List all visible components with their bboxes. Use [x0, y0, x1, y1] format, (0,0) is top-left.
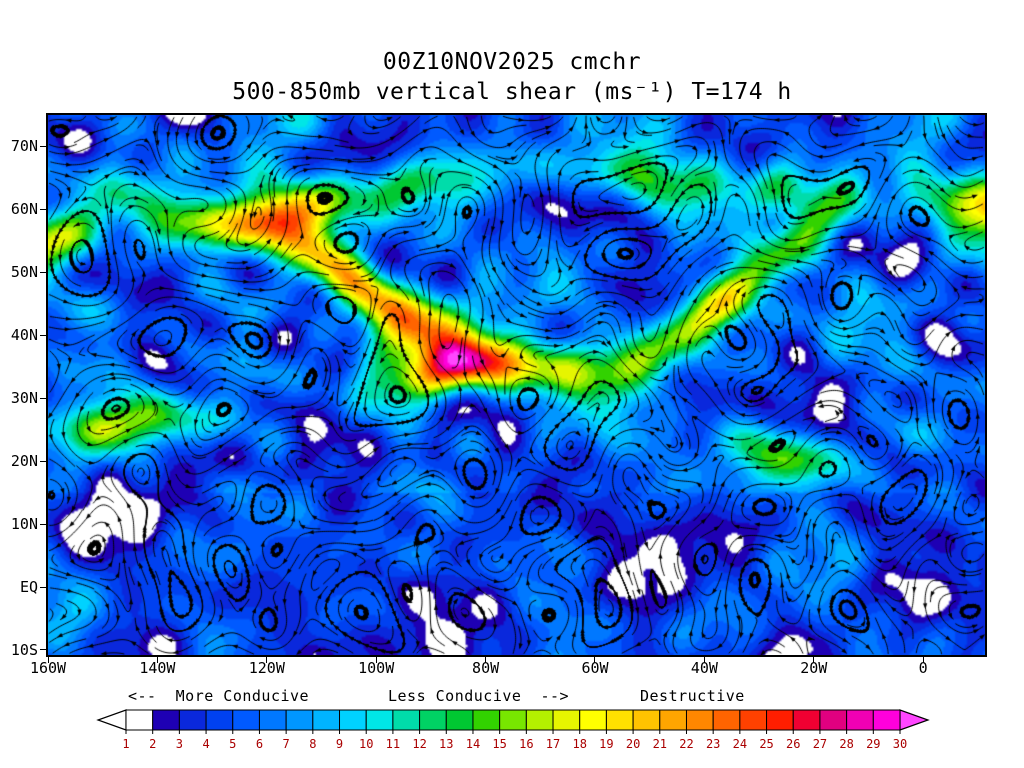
- chart-title: 00Z10NOV2025 cmchr: [382, 49, 642, 75]
- colorbar-left-arrow: [96, 709, 127, 731]
- longitude-tick-mark: [47, 657, 49, 663]
- colorbar-tick-label: 20: [626, 737, 640, 751]
- latitude-tick-label: EQ: [19, 578, 38, 597]
- colorbar-tick-label: 5: [229, 737, 236, 751]
- colorbar-segment: [285, 709, 314, 731]
- longitude-tick-mark: [266, 657, 268, 663]
- colorbar-tick-label: 11: [386, 737, 400, 751]
- colorbar-tick-label: 9: [336, 737, 343, 751]
- colorbar-tick-label: 30: [893, 737, 907, 751]
- longitude-tick-label: 20W: [800, 659, 828, 677]
- colorbar-tick-label: 4: [202, 737, 209, 751]
- latitude-tick-label: 40N: [10, 326, 38, 345]
- colorbar-segment: [846, 709, 874, 731]
- colorbar-segment: [232, 709, 260, 731]
- longitude-tick-mark: [922, 657, 924, 663]
- latitude-tick-label: 20N: [10, 452, 38, 471]
- colorbar-tick-label: 19: [599, 737, 613, 751]
- colorbar-segment: [205, 709, 234, 731]
- latitude-tick-label: 10S: [10, 640, 38, 659]
- colorbar-segment: [125, 709, 154, 731]
- longitude-tick-label: 160W: [29, 659, 67, 677]
- colorbar-tick-label: 10: [359, 737, 373, 751]
- colorbar-segment: [739, 709, 768, 731]
- longitude-tick-label: 80W: [472, 659, 500, 677]
- colorbar-segment: [552, 709, 581, 731]
- latitude-tick-label: 70N: [10, 137, 38, 156]
- colorbar-segment: [178, 709, 207, 731]
- longitude-tick-label: 40W: [690, 659, 718, 677]
- colorbar-segment: [499, 709, 527, 731]
- colorbar-segment: [792, 709, 821, 731]
- colorbar-segment: [472, 709, 501, 731]
- colorbar-tick-label: 21: [653, 737, 667, 751]
- colorbar-segment: [365, 709, 394, 731]
- colorbar-tick-label: 24: [733, 737, 747, 751]
- legend-less-conducive: Less Conducive -->: [388, 687, 570, 705]
- longitude-tick-label: 100W: [358, 659, 395, 677]
- colorbar-tick-label: 15: [492, 737, 506, 751]
- colorbar-tick-label: 6: [256, 737, 263, 751]
- colorbar-segment: [152, 709, 180, 731]
- longitude-tick-label: 0: [918, 659, 928, 677]
- colorbar-tick-label: 8: [309, 737, 316, 751]
- colorbar-segment: [766, 709, 794, 731]
- longitude-tick-mark: [375, 657, 377, 663]
- longitude-tick-mark: [813, 657, 815, 663]
- colorbar-tick-label: 28: [839, 737, 853, 751]
- colorbar-segment: [659, 709, 687, 731]
- colorbar-segment: [445, 709, 474, 731]
- colorbar-segment: [605, 709, 634, 731]
- colorbar-tick-label: 26: [786, 737, 800, 751]
- colorbar-segment: [258, 709, 287, 731]
- colorbar-tick-label: 23: [706, 737, 720, 751]
- colorbar-segment: [712, 709, 741, 731]
- latitude-tick-label: 50N: [10, 263, 38, 282]
- map-plot-frame: [46, 113, 987, 657]
- colorbar-tick-label: 16: [519, 737, 533, 751]
- colorbar-segment: [392, 709, 421, 731]
- colorbar-tick-label: 22: [679, 737, 693, 751]
- colorbar-tick-label: 13: [439, 737, 453, 751]
- colorbar-segment: [685, 709, 714, 731]
- colorbar-tick-label: 12: [412, 737, 426, 751]
- colorbar-segment: [579, 709, 607, 731]
- colorbar-segment: [312, 709, 341, 731]
- longitude-tick-label: 140W: [139, 659, 176, 677]
- latitude-tick-label: 60N: [10, 200, 38, 219]
- legend-more-conducive: <-- More Conducive: [128, 687, 310, 705]
- longitude-tick-label: 60W: [581, 659, 609, 677]
- colorbar: 1 2 3 4 5 6 7 8 9 10 11 12 13 14 15 16 17 18 19 20 21 22 23 24 2…: [96, 709, 930, 751]
- colorbar-segment: [872, 709, 901, 731]
- colorbar-tick-label: 3: [176, 737, 183, 751]
- colorbar-tick-label: 27: [813, 737, 827, 751]
- colorbar-segment: [419, 709, 447, 731]
- colorbar-tick-label: 1: [122, 737, 129, 751]
- colorbar-tick-label: 17: [546, 737, 560, 751]
- legend-destructive: Destructive: [640, 687, 745, 705]
- colorbar-segment: [339, 709, 367, 731]
- colorbar-tick-label: 2: [149, 737, 156, 751]
- colorbar-tick-label: 18: [572, 737, 586, 751]
- colorbar-tick-label: 29: [866, 737, 880, 751]
- colorbar-tick-label: 14: [466, 737, 480, 751]
- latitude-tick-label: 10N: [10, 515, 38, 534]
- latitude-tick-label: 30N: [10, 389, 38, 408]
- longitude-tick-label: 120W: [248, 659, 285, 677]
- longitude-tick-mark: [594, 657, 596, 663]
- colorbar-tick-label: 7: [283, 737, 290, 751]
- colorbar-segment: [819, 709, 848, 731]
- longitude-tick-mark: [485, 657, 487, 663]
- colorbar-tick-label: 25: [759, 737, 773, 751]
- chart-subtitle: 500-850mb vertical shear (ms⁻¹) T=174 h: [232, 79, 792, 105]
- longitude-tick-mark: [156, 657, 158, 663]
- colorbar-segment: [632, 709, 661, 731]
- colorbar-right-arrow: [899, 709, 930, 731]
- colorbar-segment: [525, 709, 554, 731]
- longitude-tick-mark: [703, 657, 705, 663]
- shear-streamline-map-canvas: [48, 115, 985, 655]
